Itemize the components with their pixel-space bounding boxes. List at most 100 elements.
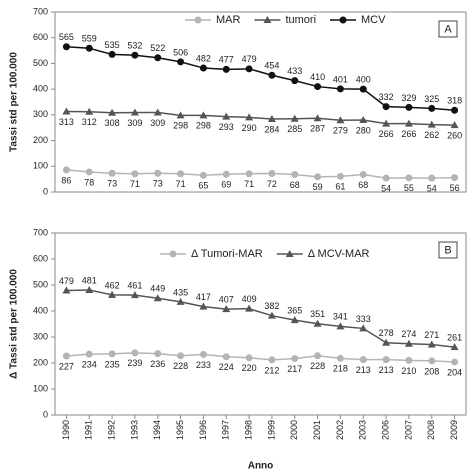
- point: [62, 107, 71, 115]
- data-label: 309: [150, 118, 165, 128]
- data-label: 71: [244, 179, 254, 189]
- data-label: 266: [379, 129, 394, 139]
- point: [450, 121, 459, 129]
- data-label: 266: [401, 129, 416, 139]
- point: [267, 311, 276, 319]
- data-label: 454: [264, 61, 279, 71]
- point: [199, 111, 208, 119]
- data-label: 71: [176, 179, 186, 189]
- data-label: 213: [356, 365, 371, 375]
- point: [245, 65, 253, 73]
- point: [153, 108, 162, 116]
- legend-label: tumori: [285, 14, 316, 26]
- y-tick-label: 300: [33, 331, 48, 341]
- data-label: 212: [264, 365, 279, 375]
- point: [154, 169, 162, 177]
- data-label: 213: [379, 365, 394, 375]
- data-label: 325: [424, 94, 439, 104]
- y-tick-label: 200: [33, 135, 48, 145]
- point: [222, 112, 231, 120]
- point: [314, 173, 322, 181]
- data-label: 280: [356, 125, 371, 135]
- data-label: 54: [427, 183, 437, 193]
- point: [245, 304, 254, 312]
- data-label: 287: [310, 124, 325, 134]
- data-label: 220: [242, 363, 257, 373]
- x-tick-label: 2003: [358, 420, 368, 440]
- point: [108, 290, 117, 298]
- point: [382, 356, 390, 364]
- x-tick-label: 1999: [266, 420, 276, 440]
- data-label: 298: [173, 121, 188, 131]
- x-axis-label: Anno: [248, 461, 274, 472]
- point: [336, 354, 344, 362]
- y-tick-label: 600: [33, 32, 48, 42]
- y-tick-label: 500: [33, 58, 48, 68]
- point: [313, 114, 322, 122]
- data-label: 559: [82, 34, 97, 44]
- data-label: 401: [333, 74, 348, 84]
- point: [245, 354, 253, 362]
- data-label: 71: [130, 179, 140, 189]
- point: [268, 71, 276, 79]
- x-tick-label: 1998: [243, 420, 253, 440]
- data-label: 278: [379, 328, 394, 338]
- legend-label: MCV: [361, 14, 386, 26]
- point: [427, 120, 436, 128]
- data-label: 260: [447, 131, 462, 141]
- x-tick-label: 2009: [449, 420, 459, 440]
- y-tick-label: 600: [33, 253, 48, 263]
- point: [382, 174, 390, 182]
- data-label: 261: [447, 333, 462, 343]
- panel-label-box: [438, 241, 458, 259]
- data-label: 433: [287, 66, 302, 76]
- plot-frame: [54, 232, 467, 416]
- data-label: 522: [150, 43, 165, 53]
- panel-label: A: [444, 23, 452, 35]
- data-label: 293: [219, 122, 234, 132]
- plot-frame: [54, 11, 467, 193]
- point: [427, 340, 436, 348]
- data-label: 210: [401, 366, 416, 376]
- point: [176, 297, 185, 305]
- x-tick-label: 2001: [312, 420, 322, 440]
- data-label: 274: [401, 329, 416, 339]
- point: [405, 356, 413, 364]
- y-tick-label: 400: [33, 305, 48, 315]
- data-label: 234: [82, 360, 97, 370]
- data-label: 279: [333, 126, 348, 136]
- point: [291, 77, 299, 85]
- data-label: 333: [356, 314, 371, 324]
- point: [131, 349, 139, 357]
- point: [131, 51, 139, 59]
- data-label: 477: [219, 55, 234, 65]
- x-tick-label: 1993: [129, 420, 139, 440]
- point: [314, 352, 322, 360]
- series-line: [66, 169, 455, 179]
- point: [176, 111, 185, 119]
- point: [268, 356, 276, 364]
- data-label: 482: [196, 53, 211, 63]
- legend-label: Δ Tumori-MAR: [191, 248, 263, 260]
- data-label: 271: [424, 330, 439, 340]
- x-tick-label: 1997: [221, 420, 231, 440]
- series-line: [66, 110, 455, 126]
- point: [451, 106, 459, 114]
- point: [451, 358, 459, 366]
- point: [62, 166, 70, 174]
- data-label: 341: [333, 312, 348, 322]
- x-tick-label: 1991: [84, 420, 94, 440]
- data-label: 565: [59, 32, 74, 42]
- x-tick-label: 1996: [198, 420, 208, 440]
- x-tick-label: 1994: [152, 420, 162, 440]
- y-tick-label: 700: [33, 6, 48, 16]
- point: [85, 285, 94, 293]
- data-label: 284: [264, 124, 279, 134]
- data-label: 312: [82, 117, 97, 127]
- point: [130, 108, 139, 116]
- series-line: [66, 289, 455, 348]
- point: [222, 170, 230, 178]
- point: [428, 174, 436, 182]
- data-label: 535: [105, 40, 120, 50]
